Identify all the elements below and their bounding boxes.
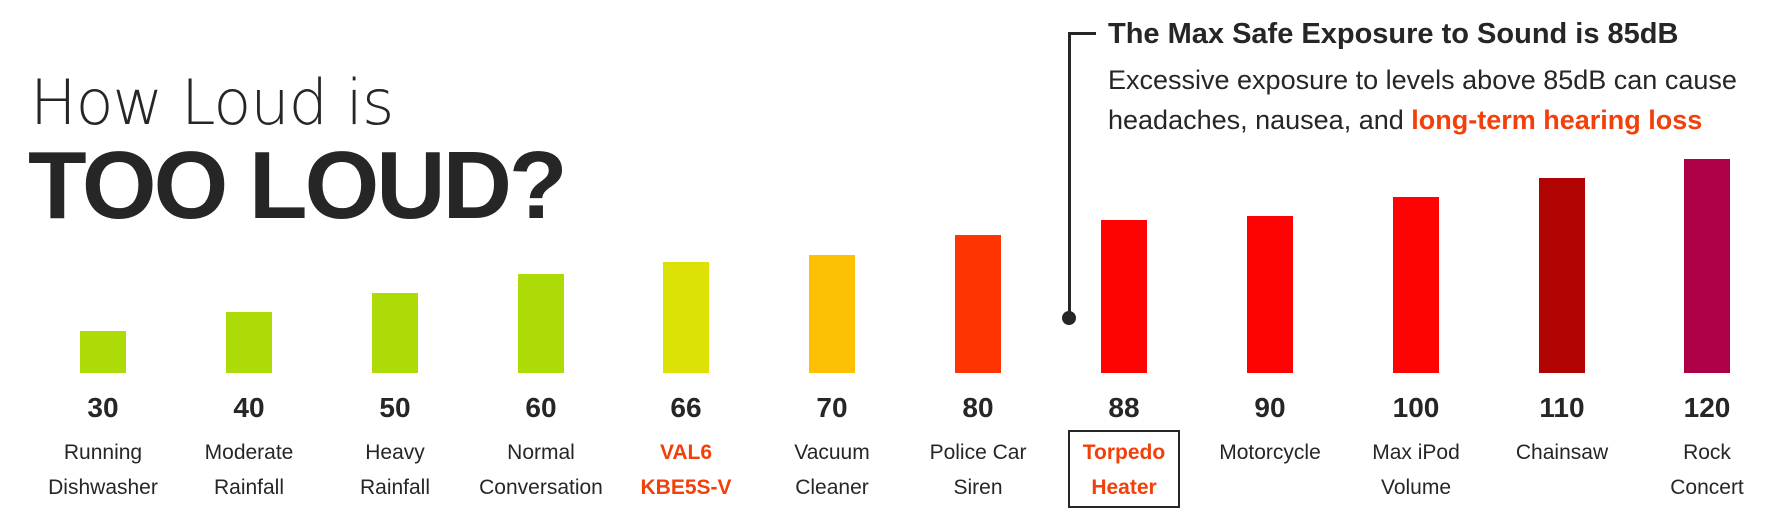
bar-1 bbox=[226, 312, 272, 373]
bar-category-label: VAL6 KBE5S-V bbox=[603, 435, 769, 505]
bar-category-label: Vacuum Cleaner bbox=[749, 435, 915, 505]
bar-5 bbox=[809, 255, 855, 373]
category-label-line-1: Moderate bbox=[204, 441, 294, 464]
category-label-line-2: Dishwasher bbox=[48, 476, 158, 499]
category-label-line-1: Max iPod bbox=[1372, 441, 1460, 464]
threshold-marker-dot-icon bbox=[1062, 311, 1076, 325]
bar-9 bbox=[1393, 197, 1439, 373]
category-label-line-2: Conversation bbox=[479, 476, 603, 499]
category-label-line-2: Concert bbox=[1670, 476, 1744, 499]
bar-value-label: 80 bbox=[962, 392, 994, 423]
bar-value-label: 50 bbox=[379, 392, 411, 423]
bar-7 bbox=[1101, 220, 1147, 373]
category-label-line-1: Running bbox=[63, 441, 143, 464]
category-label-line-2: Rainfall bbox=[213, 476, 285, 499]
category-label-line-2: Heater bbox=[1091, 476, 1157, 499]
bar-value-label: 120 bbox=[1683, 392, 1731, 423]
category-label-line-2: Volume bbox=[1380, 476, 1452, 499]
bar-category-label: Torpedo Heater bbox=[1041, 435, 1207, 505]
bar-value-label: 88 bbox=[1108, 392, 1140, 423]
category-label-line-1: Torpedo bbox=[1082, 441, 1166, 464]
callout-body: Excessive exposure to levels above 85dB … bbox=[1108, 60, 1788, 140]
bar-category-label: Chainsaw bbox=[1479, 435, 1645, 470]
bar-value-label: 60 bbox=[525, 392, 557, 423]
category-label-line-2: Siren bbox=[953, 476, 1003, 499]
category-label-line-1: Motorcycle bbox=[1219, 441, 1321, 464]
bar-category-label: Rock Concert bbox=[1624, 435, 1788, 505]
bar-value-label: 40 bbox=[233, 392, 265, 423]
bar-value-label: 30 bbox=[87, 392, 119, 423]
category-label-line-1: Normal bbox=[507, 441, 575, 464]
bar-value-label: 100 bbox=[1392, 392, 1440, 423]
category-label-line-1: VAL6 bbox=[659, 441, 713, 464]
bar-value-label: 90 bbox=[1254, 392, 1286, 423]
bar-category-label: Heavy Rainfall bbox=[312, 435, 478, 505]
title-line-2: TOO LOUD? bbox=[28, 132, 568, 239]
bar-0 bbox=[80, 331, 126, 373]
bar-8 bbox=[1247, 216, 1293, 373]
category-label-line-2: Rainfall bbox=[359, 476, 431, 499]
callout-heading: The Max Safe Exposure to Sound is 85dB bbox=[1108, 18, 1679, 50]
bar-category-label: Motorcycle bbox=[1187, 435, 1353, 470]
bar-3 bbox=[518, 274, 564, 373]
bar-10 bbox=[1539, 178, 1585, 373]
bar-value-label: 66 bbox=[670, 392, 702, 423]
callout-body-text: Excessive exposure to levels above 85dB … bbox=[1108, 65, 1737, 135]
bar-category-label: Police Car Siren bbox=[895, 435, 1061, 505]
bar-2 bbox=[372, 293, 418, 373]
bar-category-label: Moderate Rainfall bbox=[166, 435, 332, 505]
bar-6 bbox=[955, 235, 1001, 373]
bar-category-label: Normal Conversation bbox=[458, 435, 624, 505]
bar-category-label: Running Dishwasher bbox=[20, 435, 186, 505]
bar-value-label: 110 bbox=[1539, 392, 1585, 423]
callout-connector-horizontal bbox=[1068, 32, 1096, 35]
bar-category-label: Max iPod Volume bbox=[1333, 435, 1499, 505]
category-label-line-1: Heavy bbox=[365, 441, 425, 464]
callout-connector-vertical bbox=[1068, 32, 1071, 319]
category-label-line-1: Police Car bbox=[929, 441, 1027, 464]
bar-4 bbox=[663, 262, 709, 373]
category-label-line-1: Vacuum bbox=[794, 441, 870, 464]
category-label-line-1: Chainsaw bbox=[1515, 441, 1609, 464]
category-label-line-2: Cleaner bbox=[795, 476, 869, 499]
highlight-box bbox=[1068, 430, 1180, 508]
category-label-line-1: Rock bbox=[1683, 441, 1731, 464]
category-label-line-2: KBE5S-V bbox=[640, 476, 732, 499]
callout-body-highlight: long-term hearing loss bbox=[1411, 105, 1703, 135]
title-line-1: How Loud is bbox=[30, 66, 394, 139]
bar-11 bbox=[1684, 159, 1730, 373]
bar-value-label: 70 bbox=[816, 392, 848, 423]
